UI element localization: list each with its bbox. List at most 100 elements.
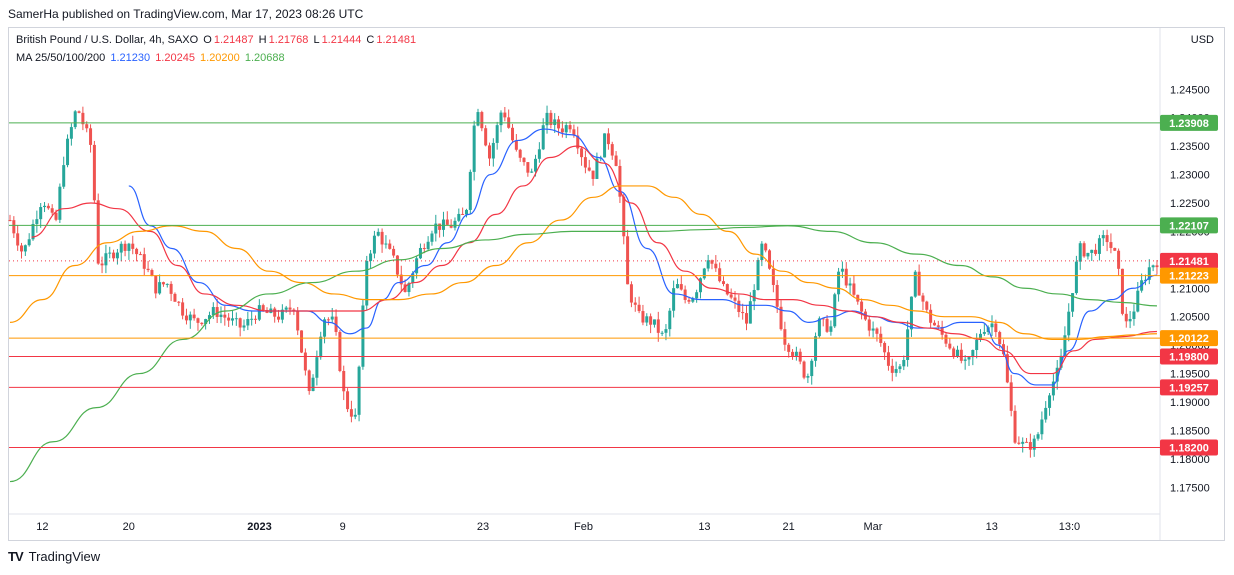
candle-body xyxy=(158,282,162,294)
candle-body xyxy=(46,205,50,209)
brand-name: TradingView xyxy=(28,549,101,564)
candle-body xyxy=(871,328,875,331)
candle-body xyxy=(184,315,188,321)
candle-body xyxy=(618,165,622,197)
candle-body xyxy=(825,318,829,332)
ma-line-ma50 xyxy=(31,145,1157,375)
candle-body xyxy=(430,233,434,242)
ma-label[interactable]: MA 25/50/100/200 xyxy=(16,52,106,64)
candle-body xyxy=(8,220,12,222)
candle-body xyxy=(330,316,334,320)
candle-body xyxy=(380,231,384,245)
candle-body xyxy=(537,149,541,159)
candle-body xyxy=(794,351,798,356)
candle-body xyxy=(695,292,699,299)
candle-body xyxy=(20,245,24,252)
y-tick-label: 1.24500 xyxy=(1170,84,1210,96)
candle-body xyxy=(43,205,47,208)
candle-body xyxy=(530,171,534,173)
candle-body xyxy=(457,213,461,221)
symbol-legend: British Pound / U.S. Dollar, 4h, SAXO O 1… xyxy=(16,34,418,46)
candle-body xyxy=(967,357,971,360)
candle-body xyxy=(426,241,430,250)
candle-body xyxy=(1132,311,1136,319)
candle-body xyxy=(710,260,714,264)
ohlc-close-key: C xyxy=(366,34,375,46)
candle-body xyxy=(641,311,645,323)
candle-body xyxy=(73,111,77,128)
candle-body xyxy=(1002,344,1006,355)
level-badge-label: 1.23908 xyxy=(1169,118,1209,130)
candle-body xyxy=(691,298,695,302)
candle-body xyxy=(154,275,158,294)
candle-body xyxy=(787,344,791,352)
candle-body xyxy=(303,352,307,371)
candle-body xyxy=(733,297,737,301)
candle-body xyxy=(1017,442,1021,444)
candle-body xyxy=(1067,311,1071,336)
candle-body xyxy=(453,220,457,228)
candle-body xyxy=(365,260,369,306)
candle-body xyxy=(215,307,219,317)
candle-body xyxy=(990,323,994,328)
candle-body xyxy=(418,247,422,259)
y-tick-label: 1.23500 xyxy=(1170,141,1210,153)
y-tick-label: 1.19500 xyxy=(1170,369,1210,381)
candle-body xyxy=(16,233,20,246)
candle-body xyxy=(123,243,127,251)
candle-body xyxy=(173,293,177,302)
candle-body xyxy=(783,329,787,345)
candle-body xyxy=(925,301,929,310)
candle-body xyxy=(932,322,936,326)
candle-body xyxy=(472,125,476,172)
candle-body xyxy=(714,263,718,269)
candle-body xyxy=(422,247,426,250)
candle-body xyxy=(1120,268,1124,314)
candle-body xyxy=(39,207,43,220)
candle-body xyxy=(622,196,626,237)
x-tick-label: 23 xyxy=(477,521,489,533)
candle-body xyxy=(906,329,910,360)
candle-body xyxy=(1028,442,1032,450)
x-tick-label: 13 xyxy=(698,521,710,533)
candle-body xyxy=(637,304,641,312)
candle-body xyxy=(1109,242,1113,248)
candle-body xyxy=(407,283,411,293)
candle-body xyxy=(560,128,564,133)
level-badge xyxy=(1160,348,1218,365)
candle-body xyxy=(591,170,595,179)
candle-body xyxy=(257,305,261,320)
candle-body xyxy=(219,314,223,317)
ohlc-low-value: 1.21444 xyxy=(321,34,362,46)
candle-body xyxy=(1055,367,1059,382)
candle-body xyxy=(288,307,292,310)
candle-body xyxy=(764,243,768,251)
y-tick-label: 1.21000 xyxy=(1170,283,1210,295)
y-tick-label: 1.23000 xyxy=(1170,170,1210,182)
candle-body xyxy=(100,263,104,266)
candle-body xyxy=(844,268,848,286)
candle-body xyxy=(572,129,576,136)
candle-body xyxy=(392,248,396,256)
candle-body xyxy=(948,343,952,349)
candle-body xyxy=(1094,249,1098,254)
ohlc-open-key: O xyxy=(203,34,212,46)
candle-body xyxy=(495,125,499,143)
candle-body xyxy=(403,284,407,293)
currency-label: USD xyxy=(1190,34,1214,46)
candle-body xyxy=(1078,243,1082,262)
ohlc-close-value: 1.21481 xyxy=(376,34,417,46)
tradingview-brand[interactable]: TV TradingView xyxy=(8,549,100,564)
candle-body xyxy=(760,243,764,261)
candle-body xyxy=(725,284,729,295)
candle-body xyxy=(192,314,196,319)
candle-body xyxy=(476,112,480,126)
chart-frame xyxy=(8,27,1225,541)
candle-body xyxy=(1074,261,1078,294)
candle-body xyxy=(576,135,580,149)
symbol-title[interactable]: British Pound / U.S. Dollar, 4h, SAXO xyxy=(16,34,199,46)
level-badge-label: 1.20122 xyxy=(1169,333,1209,345)
candle-body xyxy=(1063,335,1067,356)
candle-body xyxy=(829,326,833,332)
